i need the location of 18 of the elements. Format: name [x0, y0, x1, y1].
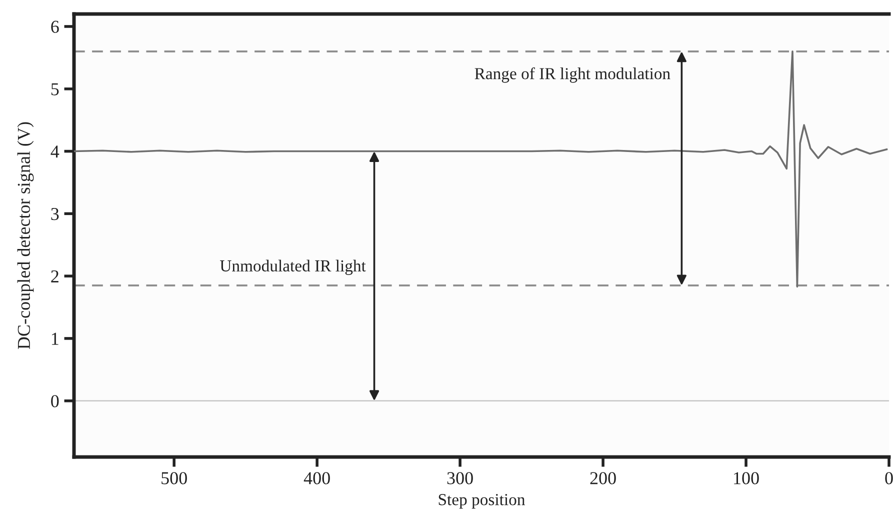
x-tick-label: 200 [590, 472, 616, 484]
annotation: Unmodulated IR light [220, 260, 366, 275]
y-tick-label: 5 [51, 83, 59, 96]
y-axis-title: DC-coupled detector signal (V) [17, 122, 34, 350]
y-tick-label: 3 [51, 208, 59, 220]
x-axis-title: Step position [438, 494, 525, 509]
y-tick-label: 6 [51, 20, 59, 33]
line-series [74, 50, 888, 288]
x-tick-label: 0 [885, 472, 893, 484]
x-tick-label: 500 [162, 472, 187, 484]
y-tick-label: 0 [51, 395, 59, 408]
x-tick-label: 100 [734, 472, 759, 484]
y-tick-label: 1 [52, 332, 58, 345]
x-tick-label: 300 [447, 472, 473, 484]
y-tick-label: 2 [51, 270, 58, 282]
annotation: Range of IR light modulation [474, 67, 670, 83]
y-tick-label: 4 [50, 146, 60, 158]
x-tick-label: 400 [304, 472, 330, 484]
